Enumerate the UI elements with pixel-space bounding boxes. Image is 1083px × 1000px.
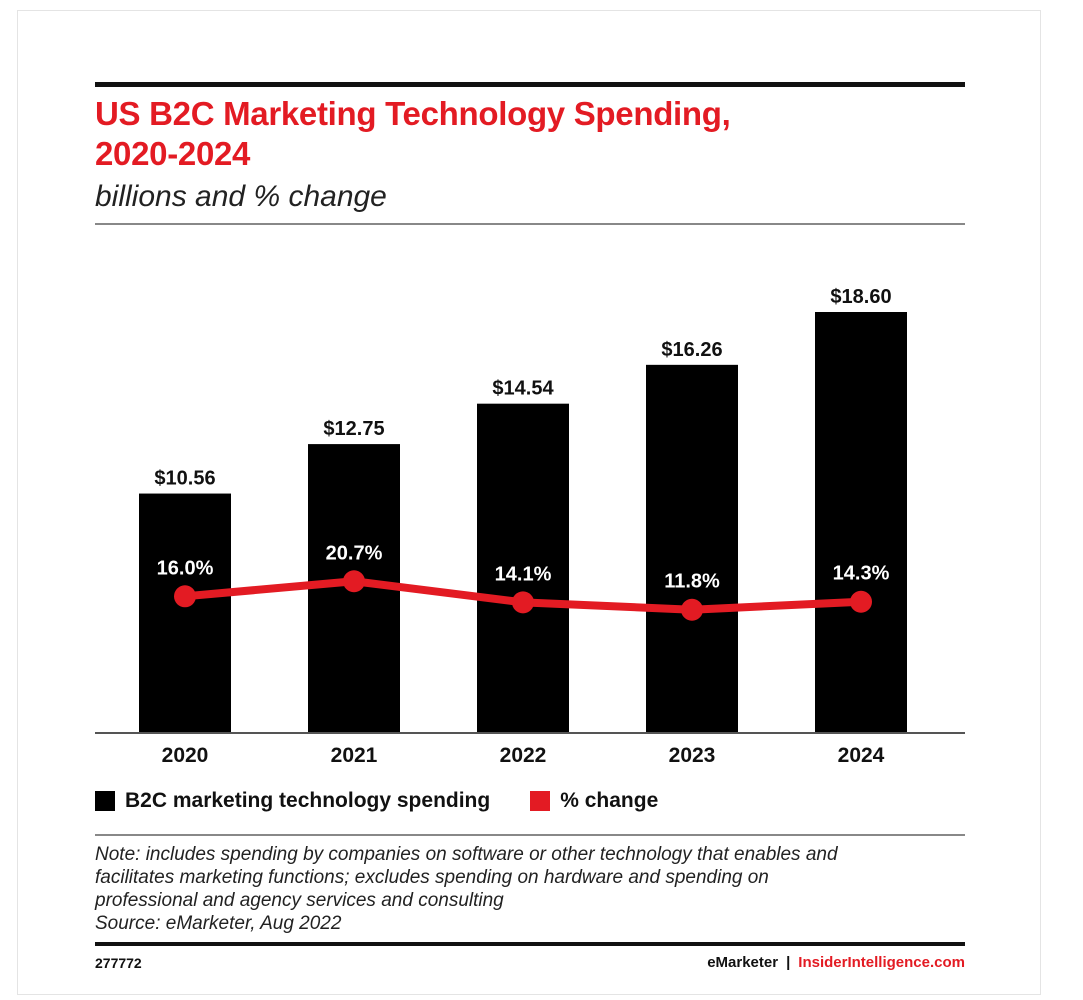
chart-title: US B2C Marketing Technology Spending, 20… <box>95 94 955 174</box>
change-point-2024 <box>850 590 872 613</box>
x-tick-label-2023: 2023 <box>669 744 716 767</box>
brand-name: eMarketer <box>707 954 779 971</box>
chart-subtitle: billions and % change <box>95 180 387 213</box>
bar-2024 <box>815 312 907 732</box>
change-label-2022: 14.1% <box>495 563 552 585</box>
change-point-2021 <box>343 570 365 593</box>
legend-item-change: % change <box>530 789 658 813</box>
change-point-2023 <box>681 598 703 621</box>
bar-value-label-2020: $10.56 <box>154 468 215 490</box>
change-label-2020: 16.0% <box>157 557 214 579</box>
chart-id: 277772 <box>95 955 142 971</box>
chart-title-line1: US B2C Marketing Technology Spending, <box>95 95 731 132</box>
x-tick-label-2020: 2020 <box>162 744 209 767</box>
x-tick-label-2021: 2021 <box>331 744 378 767</box>
note-line-3: professional and agency services and con… <box>95 890 504 911</box>
note-line-2: facilitates marketing functions; exclude… <box>95 867 769 888</box>
change-label-2021: 20.7% <box>326 542 383 564</box>
bar-value-label-2023: $16.26 <box>661 339 722 361</box>
chart-title-line2: 2020-2024 <box>95 135 251 172</box>
legend-swatch-bar <box>95 791 115 811</box>
bottom-rule <box>95 942 965 946</box>
bar-2020 <box>139 493 231 732</box>
site-link[interactable]: InsiderIntelligence.com <box>798 954 965 971</box>
bar-line-chart: $10.56 $12.75 $14.54 $16.26 $18.60 2020 2021 20… <box>95 286 965 767</box>
note-rule <box>95 834 965 836</box>
bar-value-label-2021: $12.75 <box>323 418 384 440</box>
note-source: Source: eMarketer, Aug 2022 <box>95 913 342 934</box>
x-tick-label-2022: 2022 <box>500 744 547 767</box>
change-label-2023: 11.8% <box>664 571 720 593</box>
footer-separator: | <box>786 954 791 971</box>
x-tick-label-2024: 2024 <box>838 744 885 767</box>
chart-legend: B2C marketing technology spending % chan… <box>95 786 698 816</box>
bar-2023 <box>646 364 738 732</box>
change-label-2024: 14.3% <box>833 563 890 585</box>
legend-item-spending: B2C marketing technology spending <box>95 789 490 813</box>
legend-swatch-line <box>530 791 551 811</box>
bar-value-label-2024: $18.60 <box>830 286 891 308</box>
bar-2022 <box>477 403 569 732</box>
change-point-2020 <box>174 585 196 608</box>
bar-value-label-2022: $14.54 <box>492 378 554 400</box>
legend-label-change: % change <box>560 789 659 812</box>
legend-label-spending: B2C marketing technology spending <box>125 789 491 812</box>
chart-note: Note: includes spending by companies on … <box>95 843 965 935</box>
subtitle-rule <box>95 223 965 225</box>
note-line-1: Note: includes spending by companies on … <box>95 844 838 865</box>
footer-branding: eMarketer | InsiderIntelligence.com <box>707 954 965 971</box>
top-rule <box>95 82 965 87</box>
change-point-2022 <box>512 591 534 614</box>
